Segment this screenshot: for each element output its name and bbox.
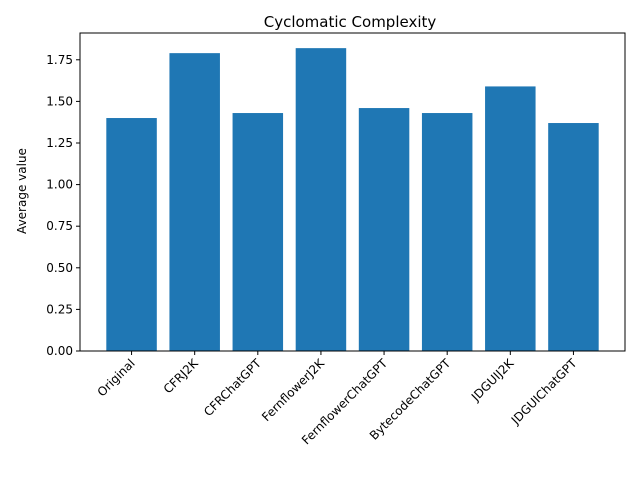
bar-3 xyxy=(295,48,347,351)
y-tick-label: 0.00 xyxy=(46,344,73,358)
bar-0 xyxy=(106,118,157,351)
bar-2 xyxy=(232,113,284,351)
y-tick-label: 1.75 xyxy=(46,53,73,67)
bar-1 xyxy=(169,53,220,351)
chart-title: Cyclomatic Complexity xyxy=(264,13,437,31)
plot-frame xyxy=(79,32,626,352)
y-ticks-group: 0.00 0.25 0.50 0.75 1.00 1.25 1.50 1.75 xyxy=(46,53,80,358)
y-axis-label: Average value xyxy=(15,148,29,234)
y-tick-label: 1.50 xyxy=(46,94,73,108)
bar-7 xyxy=(548,123,599,351)
y-tick-label: 0.75 xyxy=(46,219,73,233)
y-tick-label: 1.00 xyxy=(46,178,73,192)
bars-group xyxy=(106,48,599,352)
y-tick-label: 0.50 xyxy=(46,261,73,275)
y-tick-label: 0.25 xyxy=(46,302,73,316)
bar-6 xyxy=(485,86,536,352)
bar-5 xyxy=(421,113,473,351)
bar-4 xyxy=(358,108,410,351)
y-tick-label: 1.25 xyxy=(46,136,73,150)
